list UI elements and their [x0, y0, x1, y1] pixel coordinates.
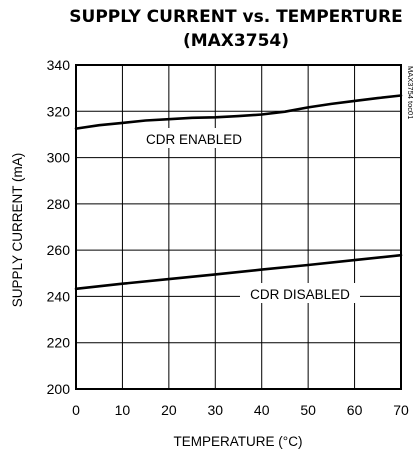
series-line-cdr-disabled [74, 253, 403, 291]
x-tick-label: 10 [115, 402, 131, 418]
chart-title: SUPPLY CURRENT vs. TEMPERTURE [69, 7, 402, 27]
series-label-cdr-enabled: CDR ENABLED [146, 132, 242, 147]
y-tick-label: 260 [47, 242, 71, 258]
x-axis-label: TEMPERATURE (°C) [174, 434, 303, 449]
y-tick-label: 280 [47, 196, 71, 212]
y-tick-labels: 200 220 240 260 280 300 320 340 [47, 57, 71, 397]
x-tick-labels: 0 10 20 30 40 50 60 70 [72, 402, 409, 418]
x-tick-label: 30 [207, 402, 223, 418]
plot-frame [75, 64, 402, 390]
y-tick-label: 340 [47, 57, 71, 73]
x-tick-label: 0 [72, 402, 80, 418]
series-label-bg-disabled [240, 283, 360, 303]
series-lines [74, 94, 403, 291]
grid-lines [76, 65, 401, 389]
chart-subtitle: (MAX3754) [183, 31, 289, 51]
y-tick-label: 220 [47, 335, 71, 351]
x-tick-label: 40 [254, 402, 270, 418]
x-tick-label: 50 [300, 402, 316, 418]
y-tick-label: 200 [47, 381, 71, 397]
series-label-bg-enabled [142, 128, 246, 148]
y-tick-label: 240 [47, 288, 71, 304]
x-tick-label: 60 [347, 402, 363, 418]
y-tick-label: 320 [47, 103, 71, 119]
part-code-annotation: MAX3754 toc01 [406, 66, 414, 119]
x-tick-label: 20 [161, 402, 177, 418]
y-tick-label: 300 [47, 150, 71, 166]
series-label-cdr-disabled: CDR DISABLED [250, 287, 350, 302]
y-axis-label: SUPPLY CURRENT (mA) [10, 153, 25, 308]
x-tick-label: 70 [393, 402, 409, 418]
series-line-cdr-enabled [74, 94, 403, 130]
